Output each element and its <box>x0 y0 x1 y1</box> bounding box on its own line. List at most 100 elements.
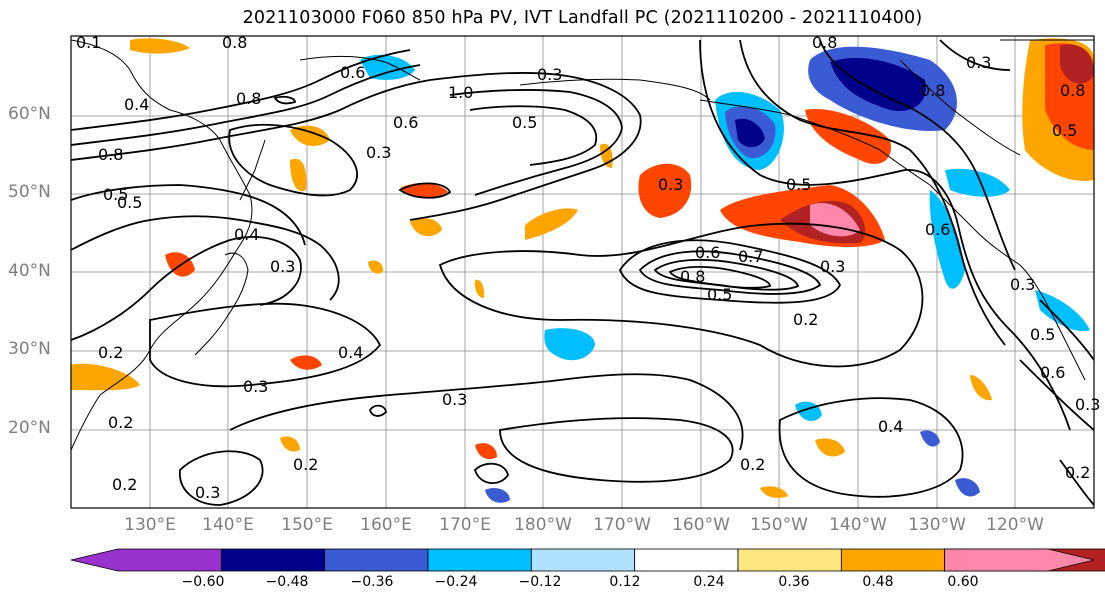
colorbar-segment <box>427 548 532 572</box>
colorbar-tick-label: 0.12 <box>609 574 641 590</box>
contour-label: 0.5 <box>117 193 142 212</box>
contour-label: 0.6 <box>340 63 365 82</box>
positive-anomaly-mid2 <box>410 218 442 237</box>
pv-shading <box>71 38 1094 503</box>
contour-label: 0.5 <box>103 185 128 204</box>
colorbar-segment <box>737 548 842 572</box>
lon-label-170e: 170°E <box>439 515 491 535</box>
colorbar-segment <box>324 548 429 572</box>
lon-label-120w: 120°W <box>986 515 1044 535</box>
contour-label: 0.6 <box>695 243 720 262</box>
colorbar-segment <box>530 548 636 572</box>
contour-label: 0.6 <box>1040 363 1065 382</box>
lon-label-160e: 160°E <box>360 515 412 535</box>
colorbar-segment <box>944 548 1095 572</box>
contour-label: 0.5 <box>1052 121 1077 140</box>
contour-label: 0.5 <box>1030 325 1055 344</box>
contour-label: 0.4 <box>878 417 903 436</box>
lon-label-160w: 160°W <box>672 515 730 535</box>
lat-label-50n: 50°N <box>8 182 51 202</box>
lat-label-60n: 60°N <box>8 104 51 124</box>
contour-label: 0.4 <box>234 225 259 244</box>
negative-anomaly-core <box>830 58 926 111</box>
positive-anomaly-ne-max <box>810 202 860 237</box>
contour-label: 0.5 <box>512 113 537 132</box>
contour-label: 0.2 <box>793 310 818 329</box>
negative-anomaly-kuriles <box>360 54 415 80</box>
contour-label: 0.7 <box>738 247 763 266</box>
contour-label: 0.3 <box>537 65 562 84</box>
positive-anomaly-mid5 <box>290 125 330 146</box>
contour-label: 0.5 <box>707 285 732 304</box>
positive-anomaly-s3 <box>815 438 845 457</box>
contour-label: 0.2 <box>740 455 765 474</box>
contour-label: 0.8 <box>236 89 261 108</box>
colorbar-tick-label: −0.48 <box>265 574 309 590</box>
negative-anomaly-bering-center <box>735 118 765 148</box>
contour-label: 0.3 <box>366 143 391 162</box>
positive-anomaly-canada-max <box>1060 44 1094 84</box>
positive-anomaly-central <box>638 163 692 218</box>
negative-anomaly-sw2 <box>955 478 980 497</box>
positive-anomaly-gulf <box>805 109 891 164</box>
negative-anomaly-sw <box>920 430 940 447</box>
lon-label-180w: 180°W <box>514 515 572 535</box>
lon-label-170w: 170°W <box>593 515 651 535</box>
lon-label-150e: 150°E <box>281 515 333 535</box>
positive-anomaly-mid6 <box>290 158 307 192</box>
positive-anomaly-s5 <box>970 375 992 401</box>
contour-label: 0.4 <box>338 343 363 362</box>
contour-label: 0.2 <box>112 475 137 494</box>
contour-label: 0.3 <box>442 390 467 409</box>
lon-label-140e: 140°E <box>202 515 254 535</box>
contour-label: 0.8 <box>920 81 945 100</box>
contour-label: 0.2 <box>1065 463 1090 482</box>
contour-labels: 0.1 0.8 0.6 1.0 0.3 0.4 0.8 0.6 0.5 0.5 … <box>76 33 1100 502</box>
positive-anomaly-s6 <box>760 486 788 498</box>
positive-anomaly-japan <box>71 363 140 391</box>
contour-label: 0.4 <box>124 95 149 114</box>
contour-label: 0.8 <box>222 33 247 52</box>
lat-label-40n: 40°N <box>8 261 51 281</box>
contour-label: 0.8 <box>98 145 123 164</box>
contour-label: 0.3 <box>243 377 268 396</box>
positive-anomaly-s8 <box>368 260 384 274</box>
colorbar-tick-label: −0.36 <box>350 574 394 590</box>
lat-label-30n: 30°N <box>8 339 51 359</box>
negative-anomaly-ca <box>1035 290 1090 332</box>
colorbar-tick-label: −0.12 <box>518 574 562 590</box>
contour-label: 0.6 <box>393 113 418 132</box>
contour-label: 1.0 <box>448 83 473 102</box>
contour-label: 0.2 <box>108 413 133 432</box>
colorbar-segment <box>220 548 326 572</box>
contour-label: 0.2 <box>293 455 318 474</box>
colorbar-tick-label: 0.60 <box>947 574 979 590</box>
positive-anomaly-mid1 <box>525 208 578 240</box>
contour-label: 0.8 <box>1060 81 1085 100</box>
colorbar-segment <box>634 548 739 572</box>
colorbar-tick-label: 0.36 <box>778 574 810 590</box>
negative-anomaly-bc <box>945 168 1010 197</box>
negative-anomaly-mid <box>544 328 595 361</box>
lat-label-20n: 20°N <box>8 418 51 438</box>
colorbar-tick-label: 0.24 <box>693 574 725 590</box>
positive-anomaly-s4 <box>280 436 300 452</box>
contour-label: 0.3 <box>658 175 683 194</box>
contour-label: 0.6 <box>925 220 950 239</box>
negative-anomaly-s3 <box>485 488 510 503</box>
lon-label-150w: 150°W <box>750 515 808 535</box>
contour-label: 0.5 <box>786 175 811 194</box>
positive-anomaly-s2 <box>475 443 497 460</box>
colorbar-segment <box>70 548 222 572</box>
colorbar <box>70 548 1105 572</box>
map-frame <box>70 35 1095 509</box>
colorbar-tick-label: 0.48 <box>862 574 894 590</box>
contour-label: 0.3 <box>1075 395 1100 414</box>
contour-label: 0.1 <box>76 33 101 52</box>
contour-label: 0.3 <box>966 53 991 72</box>
contour-label: 0.3 <box>820 257 845 276</box>
positive-anomaly-mid3 <box>400 183 448 198</box>
contour-label: 0.8 <box>812 33 837 52</box>
lon-label-140w: 140°W <box>829 515 887 535</box>
